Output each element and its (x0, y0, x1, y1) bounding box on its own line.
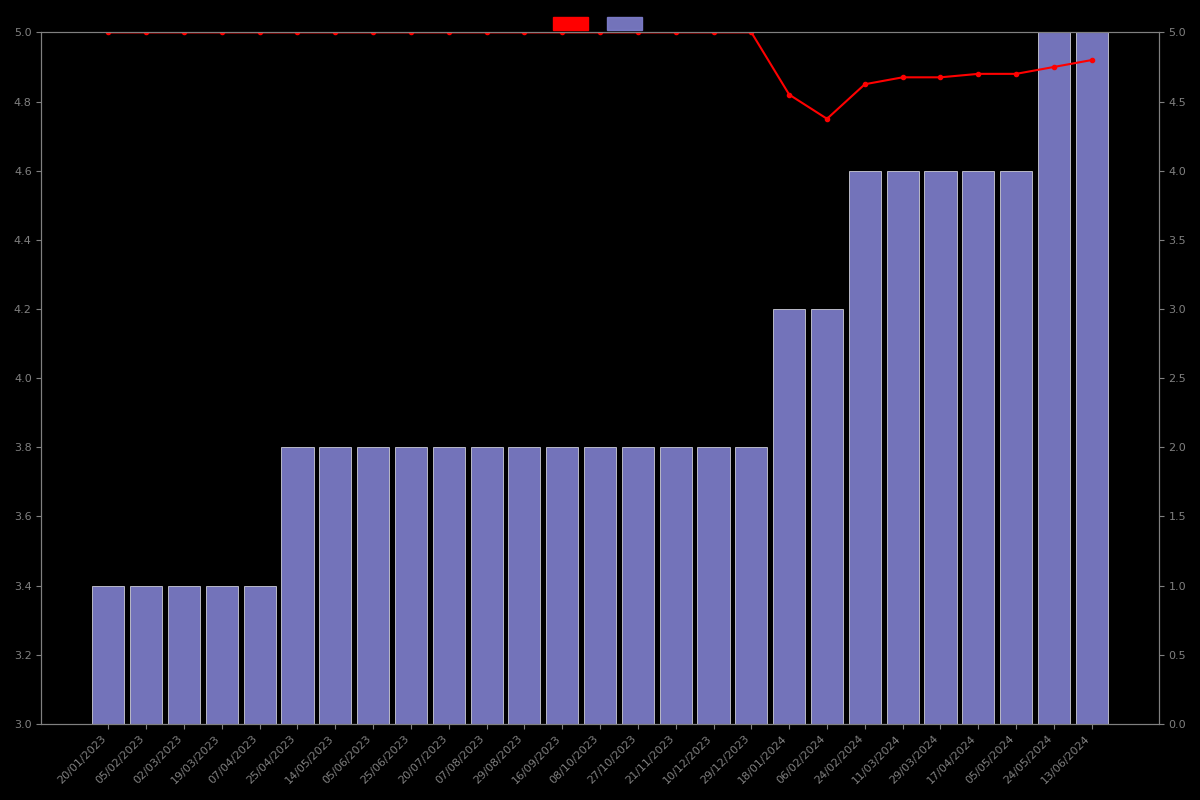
Bar (92, 586, 125, 724)
Bar (697, 447, 730, 724)
Bar (1075, 32, 1108, 724)
Bar (546, 447, 578, 724)
Bar (281, 447, 313, 724)
Bar (1038, 32, 1070, 724)
Bar (205, 586, 238, 724)
Bar (811, 309, 844, 724)
Bar (887, 170, 919, 724)
Bar (470, 447, 503, 724)
Legend: , : , (547, 12, 653, 37)
Bar (962, 170, 995, 724)
Bar (736, 447, 768, 724)
Bar (168, 586, 200, 724)
Bar (319, 447, 352, 724)
Bar (358, 447, 389, 724)
Bar (773, 309, 805, 724)
Bar (1000, 170, 1032, 724)
Bar (433, 447, 464, 724)
Bar (130, 586, 162, 724)
Bar (622, 447, 654, 724)
Bar (924, 170, 956, 724)
Bar (395, 447, 427, 724)
Bar (660, 447, 691, 724)
Bar (584, 447, 616, 724)
Bar (509, 447, 540, 724)
Bar (848, 170, 881, 724)
Bar (244, 586, 276, 724)
